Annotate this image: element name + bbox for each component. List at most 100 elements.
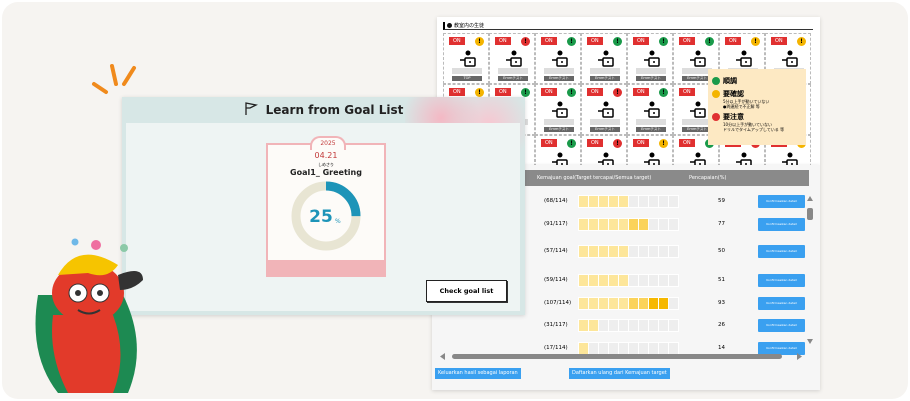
- student-pc-icon: [690, 50, 706, 67]
- student-cell[interactable]: ON! TOP: [443, 33, 489, 84]
- student-cell[interactable]: ON! Eｍｍテスト: [535, 84, 581, 135]
- col-progress-header[interactable]: Kemajuan goal(Target tercapai/Semua targ…: [537, 175, 652, 181]
- student-pc-icon: [552, 101, 568, 118]
- export-report-button[interactable]: Keluarkan hasil sebagai laporan: [435, 368, 521, 379]
- progress-bar: [578, 297, 679, 310]
- goal-card[interactable]: 2025 04.21 しめさり Goal1_ Greeting 25 %: [266, 136, 386, 277]
- scroll-thumb[interactable]: [452, 354, 782, 359]
- status-icon: !: [705, 37, 714, 46]
- progress-cell: [599, 246, 608, 257]
- name-placeholder: [498, 68, 528, 74]
- confirm-detail-button[interactable]: Konfirmasikan detail: [758, 319, 805, 332]
- table-row: (59/114) 51 Konfirmasikan detail: [432, 274, 812, 288]
- goal-year: 2025: [310, 136, 346, 150]
- name-placeholder: [452, 68, 482, 74]
- mascot-illustration: [35, 238, 143, 393]
- progress-fraction: (107/114): [544, 300, 572, 306]
- progress-cell: [639, 275, 648, 286]
- lesson-label: Eｍｍテスト: [636, 76, 666, 81]
- student-cell[interactable]: ON! Eｍｍテスト: [673, 33, 719, 84]
- progress-cell: [599, 320, 608, 331]
- scroll-left-icon[interactable]: [440, 353, 446, 360]
- on-badge: ON: [541, 88, 557, 96]
- progress-cell: [599, 219, 608, 230]
- status-icon: !: [613, 37, 622, 46]
- progress-cell: [619, 320, 628, 331]
- progress-cell: [609, 219, 618, 230]
- achievement-percent: 93: [718, 300, 725, 306]
- status-icon: !: [659, 88, 668, 97]
- confirm-detail-button[interactable]: Konfirmasikan detail: [758, 342, 805, 355]
- student-pc-icon: [552, 50, 568, 67]
- progress-cell: [669, 343, 678, 354]
- reregister-button[interactable]: Daftarkan ulang dari Kemajuan target: [569, 368, 670, 379]
- status-icon: !: [613, 88, 622, 97]
- confirm-detail-button[interactable]: Konfirmasikan detail: [758, 245, 805, 258]
- status-icon: !: [521, 37, 530, 46]
- student-cell[interactable]: ON! Eｍｍテスト: [581, 84, 627, 135]
- status-icon: !: [567, 88, 576, 97]
- confirm-detail-button[interactable]: Konfirmasikan detail: [758, 274, 805, 287]
- flag-icon: [244, 102, 258, 115]
- progress-cell: [589, 275, 598, 286]
- progress-cell: [629, 320, 638, 331]
- status-icon: !: [659, 37, 668, 46]
- on-badge: ON: [771, 37, 787, 45]
- col-percent-header[interactable]: Pencapaian(%): [689, 175, 727, 181]
- confirm-detail-button[interactable]: Konfirmasikan detail: [758, 297, 805, 310]
- progress-fraction: (91/117): [544, 221, 568, 227]
- status-icon: !: [751, 37, 760, 46]
- student-cell[interactable]: ON! Eｍｍテスト: [627, 84, 673, 135]
- progress-cell: [649, 219, 658, 230]
- progress-cell: [619, 246, 628, 257]
- progress-cell: [589, 320, 598, 331]
- table-row: (68/114) 59 Konfirmasikan detail: [432, 195, 812, 209]
- achievement-percent: 14: [718, 345, 725, 351]
- student-pc-icon: [644, 101, 660, 118]
- progress-cell: [579, 343, 588, 354]
- student-cell[interactable]: ON! Eｍｍテスト: [581, 33, 627, 84]
- status-icon: [712, 113, 720, 121]
- progress-cell: [649, 343, 658, 354]
- progress-cell: [639, 246, 648, 257]
- status-icon: !: [659, 139, 668, 148]
- check-goal-list-button[interactable]: Check goal list: [426, 280, 507, 302]
- progress-fraction: (59/114): [544, 277, 568, 283]
- name-placeholder: [636, 68, 666, 74]
- on-badge: ON: [725, 37, 741, 45]
- confirm-detail-button[interactable]: Konfirmasikan detail: [758, 195, 805, 208]
- student-cell[interactable]: ON! Eｍｍテスト: [535, 33, 581, 84]
- student-pc-icon: [506, 50, 522, 67]
- student-cell[interactable]: ON! Eｍｍテスト: [489, 33, 535, 84]
- table-row: (107/114) 93 Konfirmasikan detail: [432, 297, 812, 311]
- progress-cell: [589, 246, 598, 257]
- achievement-percent: 77: [718, 221, 725, 227]
- student-cell[interactable]: ON! Eｍｍテスト: [627, 33, 673, 84]
- scroll-right-icon[interactable]: [796, 353, 802, 360]
- horizontal-scrollbar[interactable]: [440, 353, 802, 360]
- progress-value: 25: [309, 207, 333, 227]
- progress-cell: [609, 343, 618, 354]
- student-pc-icon: [598, 50, 614, 67]
- student-pc-icon: [460, 50, 476, 67]
- progress-cell: [579, 298, 588, 309]
- progress-fraction: (31/117): [544, 322, 568, 328]
- student-pc-icon: [644, 50, 660, 67]
- lesson-label: Eｍｍテスト: [498, 76, 528, 81]
- percent-sign: %: [335, 218, 341, 225]
- progress-fraction: (57/114): [544, 248, 568, 254]
- status-icon: !: [475, 37, 484, 46]
- lesson-label: TOP: [452, 76, 482, 81]
- progress-cell: [579, 196, 588, 207]
- progress-cell: [649, 196, 658, 207]
- name-placeholder: [590, 68, 620, 74]
- progress-cell: [649, 320, 658, 331]
- progress-cell: [599, 196, 608, 207]
- name-placeholder: [544, 119, 574, 125]
- burst-lines-decoration: [92, 64, 136, 94]
- progress-cell: [629, 196, 638, 207]
- vertical-scrollbar[interactable]: [806, 195, 814, 345]
- progress-cell: [659, 298, 668, 309]
- confirm-detail-button[interactable]: Konfirmasikan detail: [758, 218, 805, 231]
- status-legend: 順調 要確認 5分以上手が動いていない ●問連続で不正解 等要注意 10分以上手が動いて…: [708, 69, 806, 145]
